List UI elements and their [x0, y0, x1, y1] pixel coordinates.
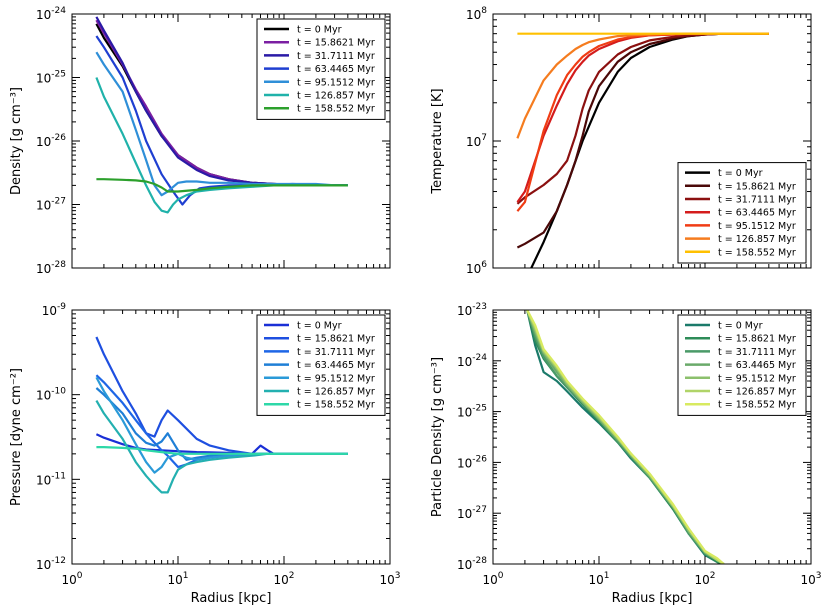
legend-label: t = 126.857 Myr: [718, 234, 796, 245]
y-tick-label: 10-26: [457, 454, 487, 470]
x-tick-label: 101: [588, 571, 609, 587]
y-tick-label: 10-28: [36, 260, 66, 276]
panel-bottom-right: 10-28 10-27 10-26 10-25 10-24 10-23 100 101 102 1…: [430, 302, 822, 606]
legend-label: t = 63.4465 Myr: [297, 64, 375, 75]
legend-label: t = 0 Myr: [718, 321, 763, 332]
legend-label: t = 63.4465 Myr: [718, 208, 796, 219]
y-axis-label: Particle Density [g cm⁻³]: [430, 357, 445, 517]
series-group: [95, 16, 348, 214]
y-tick-label: 10-24: [36, 6, 66, 22]
legend-label: t = 15.8621 Myr: [718, 334, 796, 345]
y-tick-label: 10-25: [457, 404, 487, 420]
panel-top-right: 106 107 108 Temperature [K] t = 0 Myr t = 15.…: [430, 6, 812, 276]
axes-frame: [492, 309, 812, 565]
series-group: [526, 310, 725, 564]
legend-label: t = 63.4465 Myr: [297, 360, 375, 371]
y-tick-label: 10-26: [36, 133, 66, 149]
legend-label: t = 15.8621 Myr: [297, 334, 375, 345]
legend-label: t = 95.1512 Myr: [297, 77, 375, 88]
legend-label: t = 158.552 Myr: [297, 104, 375, 115]
y-axis-label: Pressure [dyne cm⁻²]: [9, 368, 24, 506]
legend-label: t = 158.552 Myr: [718, 247, 796, 258]
x-tick-label: 100: [482, 571, 503, 587]
series-line-6: [526, 310, 725, 564]
series-line-0: [95, 433, 348, 455]
legend-label: t = 0 Myr: [718, 168, 763, 179]
series-line-6: [96, 178, 348, 193]
x-tick-label: 100: [61, 571, 82, 587]
y-tick-label: 10-28: [457, 556, 487, 572]
y-tick-label: 10-27: [457, 505, 487, 521]
legend-label: t = 126.857 Myr: [297, 91, 375, 102]
y-tick-label: 10-24: [457, 353, 487, 369]
series-line-5: [516, 32, 769, 139]
y-tick-label: 10-25: [36, 70, 66, 86]
legend-label: t = 31.7111 Myr: [297, 347, 375, 358]
panel-top-left: 10-28 10-27 10-26 10-25 10-24 Density [g cm⁻³…: [9, 6, 391, 276]
series-line-4: [95, 51, 348, 197]
legend-label: t = 31.7111 Myr: [718, 195, 796, 206]
y-tick-label: 10-9: [42, 302, 67, 318]
legend-label: t = 95.1512 Myr: [297, 373, 375, 384]
y-tick-label: 107: [466, 133, 487, 149]
legend-label: t = 0 Myr: [297, 25, 342, 36]
series-line-6: [96, 446, 348, 455]
legend: t = 0 Myr t = 15.8621 Myr t = 31.7111 Myr t…: [677, 314, 807, 416]
y-tick-label: 10-11: [36, 471, 66, 487]
y-tick-label: 10-23: [457, 302, 487, 318]
legend-label: t = 95.1512 Myr: [718, 373, 796, 384]
y-tick-label: 108: [466, 6, 487, 22]
panel-bottom-left: 10-12 10-11 10-10 10-9 100 101 102 103 Radius [k…: [9, 302, 401, 606]
legend-label: t = 63.4465 Myr: [718, 360, 796, 371]
legend-label: t = 126.857 Myr: [718, 387, 796, 398]
legend-label: t = 95.1512 Myr: [718, 221, 796, 232]
y-axis-label: Temperature [K]: [430, 88, 445, 194]
x-tick-label: 101: [167, 571, 188, 587]
y-axis-label: Density [g cm⁻³]: [9, 87, 24, 195]
legend-label: t = 0 Myr: [297, 321, 342, 332]
x-tick-label: 103: [379, 571, 400, 587]
y-tick-label: 106: [466, 260, 487, 276]
legend: t = 0 Myr t = 15.8621 Myr t = 31.7111 Myr t…: [256, 314, 386, 416]
series-group: [95, 336, 348, 494]
legend-label: t = 126.857 Myr: [297, 387, 375, 398]
series-group: [516, 32, 769, 268]
legend-label: t = 158.552 Myr: [297, 400, 375, 411]
axes-frame: [71, 309, 391, 565]
legend-label: t = 158.552 Myr: [718, 400, 796, 411]
legend-label: t = 31.7111 Myr: [297, 51, 375, 62]
legend-label: t = 31.7111 Myr: [718, 347, 796, 358]
y-tick-label: 10-12: [36, 556, 66, 572]
legend-label: t = 15.8621 Myr: [297, 38, 375, 49]
x-tick-label: 103: [800, 571, 821, 587]
y-tick-label: 10-27: [36, 197, 66, 213]
x-axis-label: Radius [kpc]: [191, 591, 272, 606]
x-tick-label: 102: [694, 571, 715, 587]
legend-label: t = 15.8621 Myr: [718, 181, 796, 192]
legend: t = 0 Myr t = 15.8621 Myr t = 31.7111 Myr t…: [677, 162, 807, 264]
legend: t = 0 Myr t = 15.8621 Myr t = 31.7111 Myr t…: [256, 18, 386, 120]
y-tick-label: 10-10: [36, 387, 66, 403]
x-tick-label: 102: [273, 571, 294, 587]
x-axis-label: Radius [kpc]: [612, 591, 693, 606]
